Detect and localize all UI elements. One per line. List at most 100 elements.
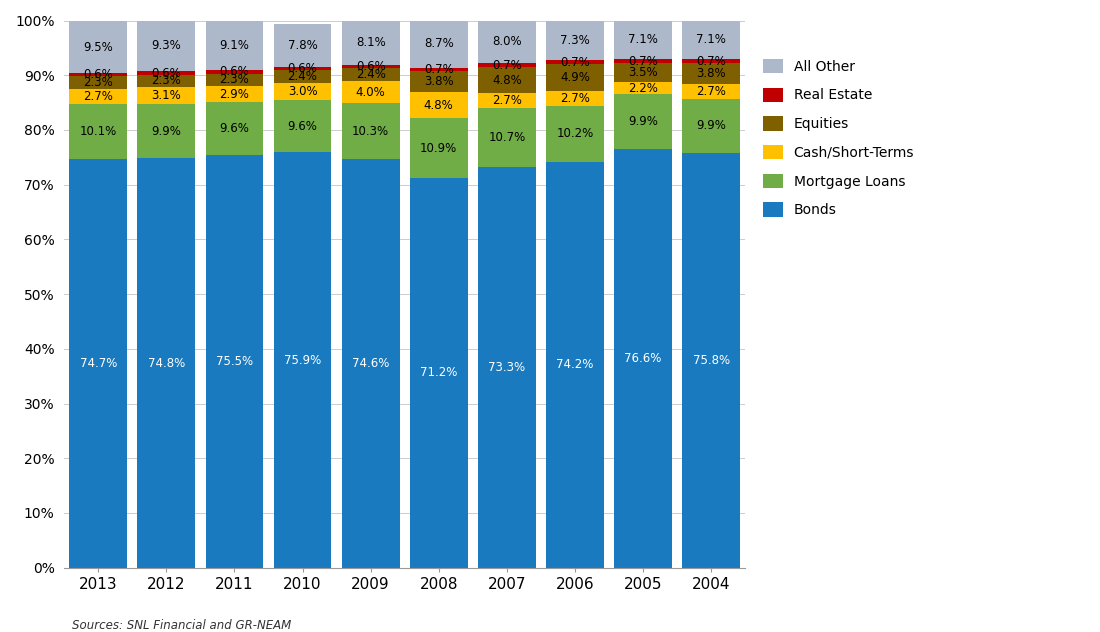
Text: 2.9%: 2.9% [220, 88, 250, 100]
Text: 10.1%: 10.1% [79, 125, 117, 138]
Bar [69, 89, 128, 104]
Bar [682, 20, 740, 59]
Bar [546, 106, 604, 162]
Text: 75.5%: 75.5% [216, 355, 253, 368]
Text: 8.7%: 8.7% [424, 37, 453, 51]
Bar [614, 59, 672, 63]
Text: 4.9%: 4.9% [560, 71, 590, 84]
Text: 3.8%: 3.8% [696, 67, 726, 80]
Text: 74.8%: 74.8% [147, 356, 185, 370]
Text: 75.8%: 75.8% [693, 354, 729, 367]
Bar [546, 91, 604, 106]
Text: 10.9%: 10.9% [420, 142, 458, 155]
Text: 9.6%: 9.6% [220, 122, 250, 135]
Text: 9.5%: 9.5% [84, 40, 113, 54]
Text: 10.2%: 10.2% [557, 127, 594, 140]
Bar [477, 20, 536, 63]
Bar [69, 21, 128, 73]
Text: 3.5%: 3.5% [628, 66, 658, 79]
Text: 7.1%: 7.1% [628, 33, 658, 46]
Text: 4.8%: 4.8% [492, 74, 521, 87]
Bar [69, 104, 128, 159]
Bar [69, 159, 128, 568]
Bar [206, 155, 263, 568]
Bar [614, 63, 672, 82]
Text: 0.7%: 0.7% [492, 59, 521, 71]
Legend: All Other, Real Estate, Equities, Cash/Short-Terms, Mortgage Loans, Bonds: All Other, Real Estate, Equities, Cash/S… [759, 55, 918, 221]
Bar [274, 152, 331, 568]
Bar [138, 71, 196, 75]
Bar [614, 82, 672, 94]
Bar [682, 59, 740, 63]
Bar [410, 118, 468, 178]
Text: 0.7%: 0.7% [628, 55, 658, 68]
Text: 74.7%: 74.7% [79, 357, 117, 370]
Text: 8.1%: 8.1% [355, 36, 385, 49]
Text: 7.8%: 7.8% [288, 39, 318, 52]
Text: 3.8%: 3.8% [424, 75, 453, 88]
Bar [274, 70, 331, 83]
Text: 74.6%: 74.6% [352, 357, 389, 370]
Bar [206, 102, 263, 155]
Bar [477, 67, 536, 94]
Bar [410, 178, 468, 568]
Text: 0.6%: 0.6% [288, 62, 318, 75]
Text: 4.8%: 4.8% [424, 99, 453, 112]
Text: 10.3%: 10.3% [352, 125, 389, 138]
Bar [69, 73, 128, 76]
Bar [546, 162, 604, 568]
Bar [614, 149, 672, 568]
Bar [477, 94, 536, 108]
Text: 0.7%: 0.7% [560, 56, 590, 69]
Text: 71.2%: 71.2% [420, 367, 458, 379]
Text: 9.3%: 9.3% [152, 39, 182, 52]
Bar [274, 67, 331, 70]
Bar [477, 63, 536, 67]
Bar [206, 70, 263, 73]
Text: 0.6%: 0.6% [84, 68, 113, 81]
Bar [682, 153, 740, 568]
Text: 9.9%: 9.9% [628, 115, 658, 128]
Bar [138, 75, 196, 87]
Text: 73.3%: 73.3% [488, 361, 526, 374]
Bar [410, 71, 468, 92]
Bar [614, 94, 672, 149]
Text: 2.7%: 2.7% [84, 90, 113, 103]
Bar [274, 24, 331, 67]
Text: 2.2%: 2.2% [628, 82, 658, 95]
Text: 9.1%: 9.1% [220, 39, 250, 52]
Text: 9.9%: 9.9% [696, 119, 726, 132]
Text: 2.7%: 2.7% [696, 85, 726, 98]
Text: 2.4%: 2.4% [355, 68, 386, 81]
Bar [274, 100, 331, 152]
Bar [342, 20, 399, 65]
Text: 0.6%: 0.6% [220, 66, 250, 78]
Text: 3.0%: 3.0% [288, 85, 318, 98]
Text: 7.1%: 7.1% [696, 33, 726, 46]
Text: 0.6%: 0.6% [355, 60, 385, 73]
Bar [410, 92, 468, 118]
Bar [410, 68, 468, 71]
Bar [206, 20, 263, 70]
Bar [682, 84, 740, 99]
Bar [342, 68, 399, 82]
Bar [477, 108, 536, 167]
Text: 0.7%: 0.7% [424, 63, 453, 76]
Text: Sources: SNL Financial and GR-NEAM: Sources: SNL Financial and GR-NEAM [72, 619, 290, 632]
Text: 10.7%: 10.7% [488, 131, 526, 144]
Bar [274, 83, 331, 100]
Bar [614, 20, 672, 59]
Bar [546, 64, 604, 91]
Bar [69, 76, 128, 89]
Bar [477, 167, 536, 568]
Text: 2.7%: 2.7% [560, 92, 590, 105]
Text: 2.7%: 2.7% [492, 94, 521, 107]
Text: 0.7%: 0.7% [696, 55, 726, 68]
Bar [342, 65, 399, 68]
Bar [206, 73, 263, 86]
Bar [342, 159, 399, 568]
Bar [342, 82, 399, 103]
Text: 9.6%: 9.6% [287, 119, 318, 133]
Bar [546, 61, 604, 64]
Bar [410, 20, 468, 68]
